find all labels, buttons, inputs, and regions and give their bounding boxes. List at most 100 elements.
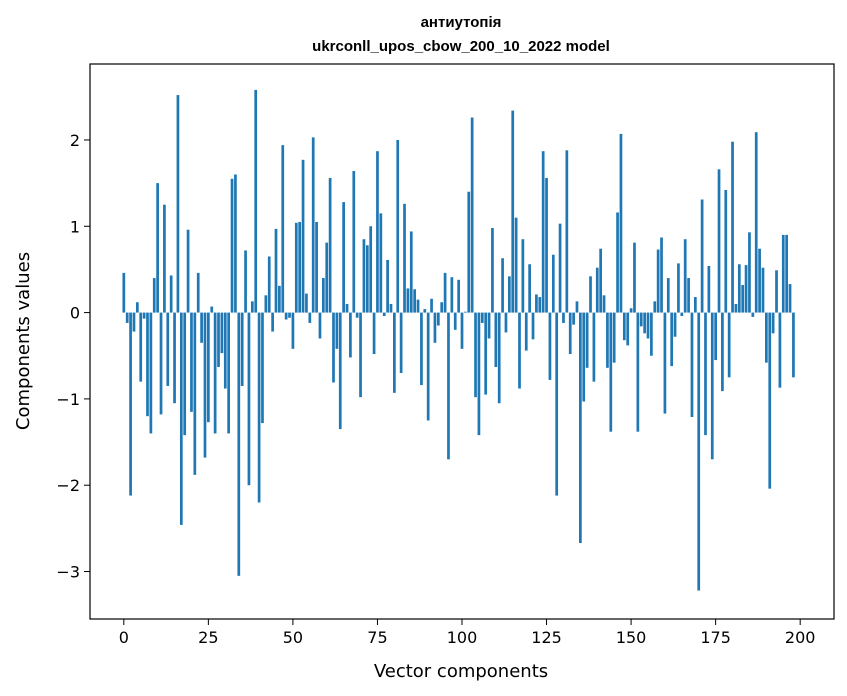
bar-83: [403, 203, 406, 313]
bar-174: [710, 312, 714, 460]
bar-140: [595, 267, 599, 313]
y-axis-ticks: −3 −2 −1 0 1 2: [56, 131, 90, 582]
bar-73: [369, 226, 373, 313]
bar-168: [690, 312, 694, 418]
x-tick-label-2: 50: [283, 628, 303, 647]
bar-104: [474, 312, 477, 398]
bar-156: [650, 312, 653, 356]
bar-82: [399, 312, 403, 373]
bar-94: [440, 302, 444, 313]
bar-63: [335, 312, 339, 349]
bar-99: [457, 279, 460, 313]
bar-30: [223, 312, 227, 389]
bar-69: [355, 312, 359, 318]
bar-54: [305, 293, 308, 313]
bar-21: [193, 312, 197, 475]
bar-92: [433, 312, 437, 343]
bar-33: [234, 174, 237, 313]
bar-46: [278, 285, 281, 313]
x-tick-label-7: 175: [700, 628, 731, 647]
bar-47: [281, 145, 285, 313]
bar-96: [447, 312, 450, 460]
bar-123: [538, 297, 542, 313]
bar-105: [477, 312, 481, 436]
bar-1: [125, 312, 129, 323]
bar-160: [663, 312, 667, 414]
bar-165: [680, 312, 684, 317]
bar-171: [700, 199, 704, 313]
bar-170: [697, 312, 701, 591]
bar-191: [768, 312, 772, 489]
bar-128: [555, 312, 559, 496]
bar-39: [254, 89, 258, 313]
bar-177: [721, 312, 724, 392]
bar-150: [629, 308, 633, 313]
bar-17: [179, 312, 183, 525]
bar-19: [186, 229, 190, 313]
bar-164: [677, 263, 680, 313]
bar-89: [423, 309, 427, 313]
bar-112: [501, 258, 504, 313]
bar-122: [535, 294, 538, 313]
bar-31: [227, 312, 231, 434]
y-tick-label-0: −3: [56, 563, 80, 582]
bar-159: [660, 237, 663, 313]
bar-116: [514, 217, 518, 313]
bar-183: [741, 284, 745, 313]
bar-90: [426, 312, 430, 421]
bar-180: [731, 141, 734, 313]
bar-49: [288, 312, 291, 318]
bar-76: [379, 213, 383, 313]
bar-0: [122, 272, 126, 313]
bar-44: [271, 312, 274, 332]
bar-129: [558, 223, 562, 313]
y-axis-label: Components values: [13, 252, 34, 430]
bar-172: [704, 312, 707, 436]
x-tick-label-0: 0: [119, 628, 129, 647]
bar-108: [487, 312, 491, 339]
bar-126: [548, 312, 552, 380]
bar-114: [507, 276, 511, 313]
bar-138: [589, 276, 592, 313]
bar-13: [166, 312, 170, 386]
bar-109: [491, 228, 494, 313]
bar-79: [389, 303, 393, 313]
y-tick-label-1: −2: [56, 476, 80, 495]
bar-147: [619, 133, 623, 313]
bar-169: [693, 297, 697, 313]
bar-106: [480, 312, 484, 323]
bar-139: [592, 312, 596, 382]
bar-154: [643, 312, 646, 334]
bar-148: [622, 312, 626, 341]
bar-173: [707, 265, 711, 313]
bar-9: [152, 278, 156, 313]
chart-title-line-2: ukrconll_upos_cbow_200_10_2022 model: [312, 38, 610, 55]
bar-60: [325, 242, 329, 313]
bar-113: [504, 312, 508, 333]
y-tick-label-2: −1: [56, 390, 80, 409]
bar-137: [585, 312, 589, 368]
bar-142: [602, 295, 606, 313]
bar-187: [754, 132, 758, 313]
bar-121: [531, 312, 535, 340]
bar-23: [200, 312, 203, 343]
bar-133: [572, 312, 575, 325]
bar-65: [342, 202, 345, 313]
bar-58: [318, 312, 322, 339]
bar-192: [771, 312, 775, 334]
bar-175: [714, 312, 717, 361]
bar-75: [376, 151, 379, 313]
bar-10: [156, 183, 159, 313]
bar-130: [562, 312, 565, 323]
bar-161: [666, 278, 670, 313]
bar-3: [132, 312, 136, 332]
bar-193: [775, 270, 778, 313]
bar-197: [788, 284, 792, 313]
bar-143: [606, 312, 609, 368]
bar-188: [758, 248, 761, 313]
bar-149: [626, 312, 630, 346]
chart-title-line-1: антиутопія: [421, 14, 502, 31]
bar-20: [190, 312, 193, 412]
bar-155: [646, 312, 650, 339]
bar-11: [159, 312, 163, 415]
